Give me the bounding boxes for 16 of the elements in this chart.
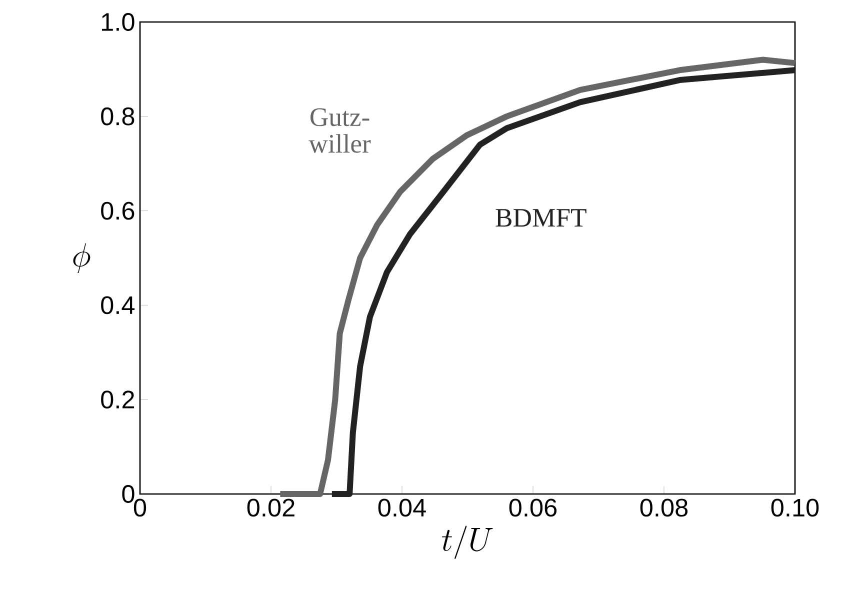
- y-tick-label: 0.2: [101, 390, 134, 409]
- x-tick-label: 0.02: [247, 498, 294, 517]
- x-axis-title: $t/U$: [442, 526, 493, 559]
- x-tick-label: 0.10: [771, 498, 819, 517]
- y-tick-label: 0.8: [101, 107, 134, 126]
- y-tick-label: 0.4: [101, 296, 135, 314]
- x-tick-label: 0: [134, 498, 146, 517]
- y-tick-label: 1.0: [102, 13, 134, 31]
- x-tick-label: 0.08: [640, 498, 688, 517]
- y-tick-label: 0: [122, 485, 134, 503]
- series-label: BDMFT: [496, 209, 586, 227]
- x-tick-label: 0.06: [509, 498, 557, 517]
- y-axis-title: $\phi$: [73, 243, 90, 274]
- x-tick-label: 0.04: [378, 498, 426, 517]
- y-tick-label: 0.6: [101, 202, 134, 220]
- series-label: Gutz-willer: [308, 108, 371, 153]
